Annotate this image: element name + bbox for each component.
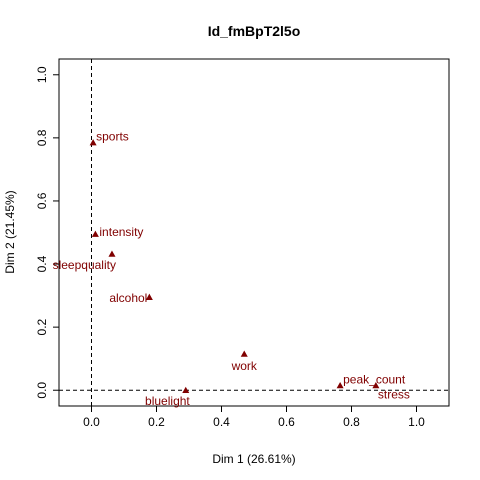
x-tick-label: 1.0 xyxy=(408,415,425,429)
point-marker-stress xyxy=(372,381,380,389)
point-label-sports: sports xyxy=(96,130,129,144)
point-marker-sleepquality xyxy=(108,250,116,257)
y-tick-label: 0.0 xyxy=(35,382,49,399)
y-tick-label: 0.8 xyxy=(35,129,49,146)
x-tick-label: 0.6 xyxy=(278,415,295,429)
y-axis-label: Dim 2 (21.45%) xyxy=(3,190,17,273)
data-points: sports intensity sleepquality alcohol work bl… xyxy=(53,130,410,409)
reference-lines xyxy=(59,59,449,406)
point-marker-bluelight xyxy=(182,386,190,394)
point-label-peak_count: peak_count xyxy=(343,372,406,386)
point-label-bluelight: bluelight xyxy=(145,394,190,408)
point-marker-peak_count xyxy=(336,381,344,389)
point-label-work: work xyxy=(231,359,258,373)
plot-frame xyxy=(58,58,450,407)
x-tick-label: 0.0 xyxy=(83,415,100,429)
point-label-sleepquality: sleepquality xyxy=(53,258,116,272)
x-axis-label: Dim 1 (26.61%) xyxy=(212,452,295,466)
y-tick-label: 0.2 xyxy=(35,318,49,335)
y-tick-label: 0.4 xyxy=(35,255,49,272)
point-marker-work xyxy=(240,350,248,357)
y-tick-label: 0.6 xyxy=(35,192,49,209)
x-tick-label: 0.8 xyxy=(343,415,360,429)
chart-title: Id_fmBpT2l5o xyxy=(208,23,301,39)
point-label-stress: stress xyxy=(378,387,410,401)
x-tick-label: 0.2 xyxy=(148,415,165,429)
y-axis: 0.0 0.2 0.4 0.6 0.8 1.0 xyxy=(35,66,59,399)
point-marker-intensity xyxy=(91,230,99,237)
x-axis: 0.0 0.2 0.4 0.6 0.8 1.0 xyxy=(83,406,425,429)
point-marker-sports xyxy=(89,139,97,146)
point-label-alcohol: alcohol xyxy=(109,291,147,305)
point-label-intensity: intensity xyxy=(99,225,143,239)
point-marker-alcohol xyxy=(145,293,153,300)
y-tick-label: 1.0 xyxy=(35,66,49,83)
x-tick-label: 0.4 xyxy=(213,415,230,429)
